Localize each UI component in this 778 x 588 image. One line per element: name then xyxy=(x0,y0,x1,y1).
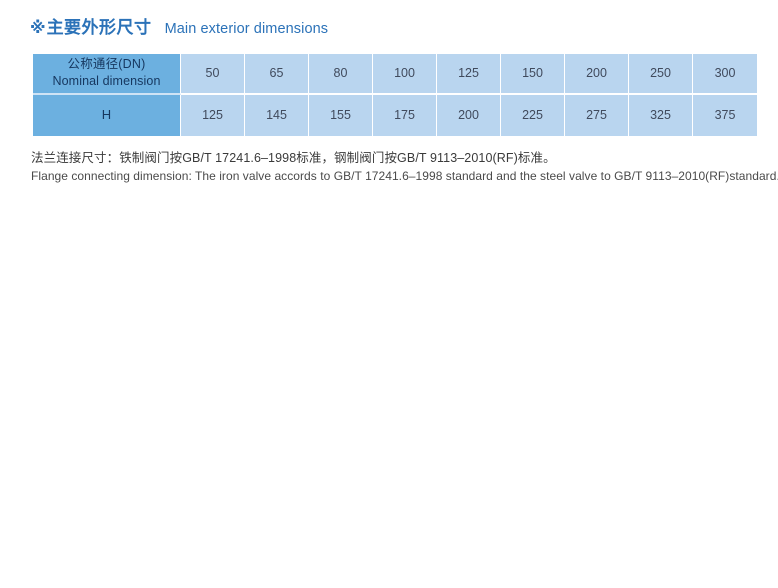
cell-h-250: 325 xyxy=(629,95,693,136)
footnote-cn: 法兰连接尺寸：铁制阀门按GB/T 17241.6–1998标准，钢制阀门按GB/… xyxy=(31,151,556,165)
row-header-label-en: Nominal dimension xyxy=(52,74,161,88)
cell-h-50: 125 xyxy=(181,95,245,136)
cell-h-150: 225 xyxy=(501,95,565,136)
cell-dn-300: 300 xyxy=(693,54,757,95)
cell-dn-125: 125 xyxy=(437,54,501,95)
cell-h-65: 145 xyxy=(245,95,309,136)
cell-dn-65: 65 xyxy=(245,54,309,95)
footnote-en: Flange connecting dimension: The iron va… xyxy=(31,169,778,183)
row-header-h: H xyxy=(33,95,181,136)
reference-mark-icon: ※ xyxy=(30,20,46,37)
table-row: 公称通径(DN) Nominal dimension 50 65 80 100 … xyxy=(33,54,757,95)
row-header-label-h: H xyxy=(101,107,112,123)
footnote: 法兰连接尺寸：铁制阀门按GB/T 17241.6–1998标准，钢制阀门按GB/… xyxy=(31,150,778,184)
cell-h-100: 175 xyxy=(373,95,437,136)
cell-h-300: 375 xyxy=(693,95,757,136)
row-header-nominal-dimension: 公称通径(DN) Nominal dimension xyxy=(33,54,181,95)
cell-dn-200: 200 xyxy=(565,54,629,95)
table-row: H 125 145 155 175 200 225 275 325 375 xyxy=(33,95,757,136)
section-title-cn: 主要外形尺寸 xyxy=(46,18,152,37)
cell-dn-250: 250 xyxy=(629,54,693,95)
cell-h-200: 275 xyxy=(565,95,629,136)
dimensions-table: 公称通径(DN) Nominal dimension 50 65 80 100 … xyxy=(33,54,757,136)
cell-h-80: 155 xyxy=(309,95,373,136)
cell-h-125: 200 xyxy=(437,95,501,136)
cell-dn-150: 150 xyxy=(501,54,565,95)
cell-dn-50: 50 xyxy=(181,54,245,95)
section-title: ※ 主要外形尺寸 Main exterior dimensions xyxy=(30,19,328,37)
cell-dn-100: 100 xyxy=(373,54,437,95)
row-header-label-cn: 公称通径(DN) xyxy=(67,57,146,72)
cell-dn-80: 80 xyxy=(309,54,373,95)
section-title-en: Main exterior dimensions xyxy=(164,21,329,37)
